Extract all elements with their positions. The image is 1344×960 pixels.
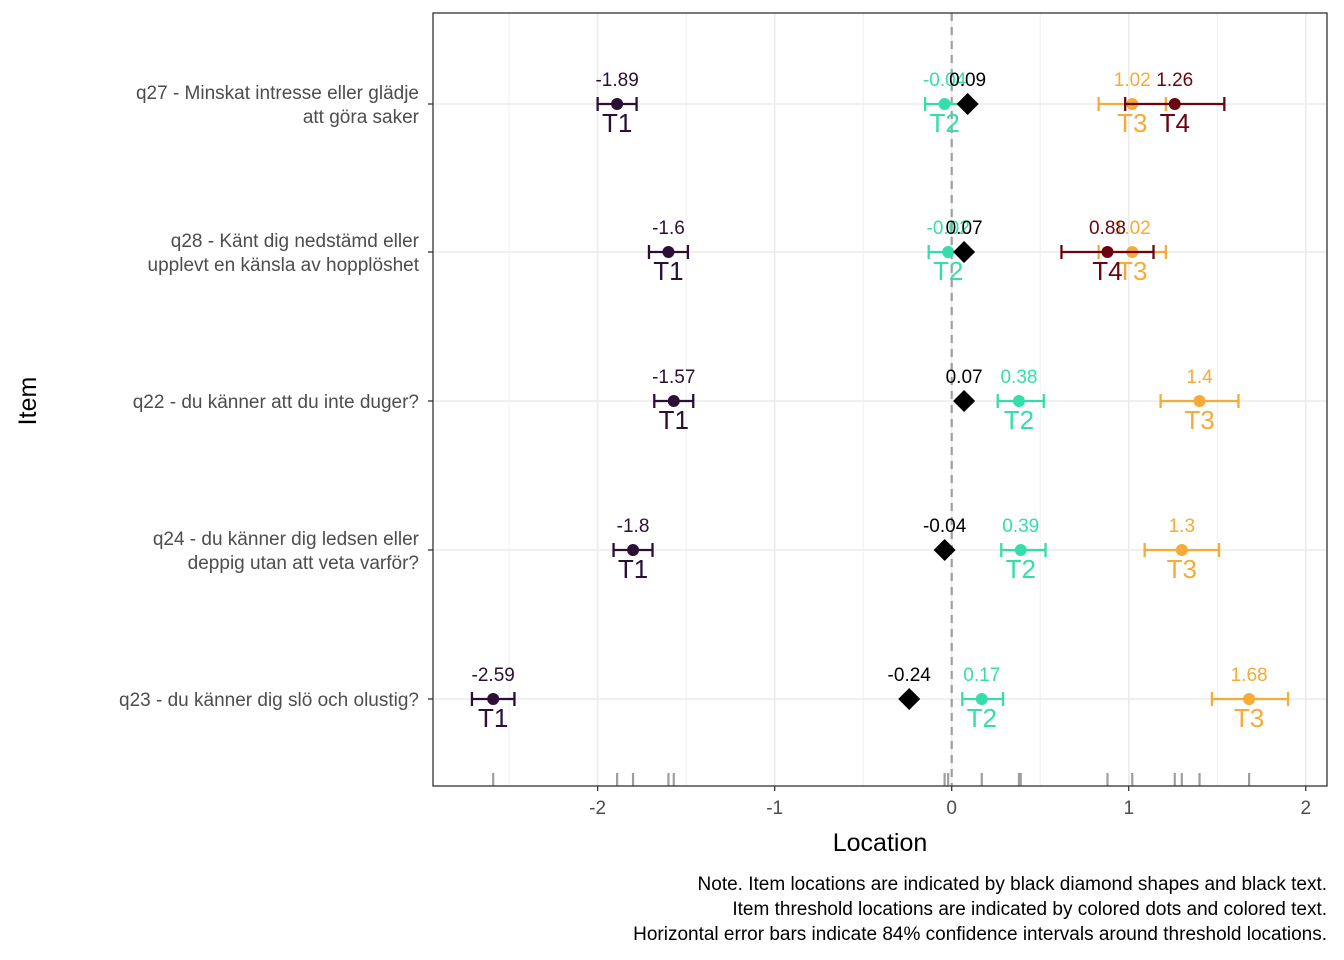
item-group: -1.8 T1 0.39 T2 1.3 T3 -0.04 (612, 516, 1221, 584)
threshold-point (1014, 544, 1027, 556)
grid-lines (433, 13, 1327, 786)
threshold-value-label: 1.68 (1231, 665, 1268, 686)
plot-panel-border (432, 12, 1328, 787)
threshold-name-label: T2 (967, 703, 997, 733)
y-tick-label: deppig utan att veta varför? (188, 553, 419, 574)
threshold-name-label: T2 (929, 108, 959, 138)
threshold-value-label: -0.02 (927, 218, 970, 239)
note-line-3: Horizontal error bars indicate 84% confi… (633, 924, 1327, 945)
threshold-value-label: -1.6 (652, 218, 685, 239)
threshold-point (611, 98, 624, 110)
threshold-point (942, 246, 955, 258)
threshold-value-label: 0.88 (1089, 218, 1126, 239)
item-location-label: 0.07 (946, 218, 983, 239)
y-tick-label: q23 - du känner dig slö och olustig? (119, 690, 419, 711)
y-tick-label: upplevt en känsla av hopplöshet (148, 255, 420, 276)
x-axis-title: Location (833, 829, 928, 857)
threshold-name-label: T2 (933, 256, 963, 286)
y-axis-title: Item (14, 377, 42, 426)
threshold-value-label: 0.39 (1002, 516, 1039, 537)
threshold-value-label: -1.8 (617, 516, 650, 537)
item-location-diamond (933, 539, 956, 561)
item-group: -1.57 T1 0.38 T2 1.4 T3 0.07 (652, 367, 1240, 435)
rug-marks (492, 773, 1251, 786)
x-tick-label: 2 (1300, 798, 1311, 819)
note-line-2: Item threshold locations are indicated b… (732, 899, 1327, 920)
threshold-value-label: -2.59 (472, 665, 515, 686)
note-line-1: Note. Item locations are indicated by bl… (698, 874, 1327, 895)
threshold-value-label: 0.17 (963, 665, 1000, 686)
threshold-name-label: T3 (1234, 703, 1264, 733)
threshold-name-label: T1 (618, 554, 648, 584)
threshold-name-label: T4 (1092, 256, 1122, 286)
threshold-name-label: T3 (1184, 405, 1214, 435)
item-location-diamond (953, 390, 976, 412)
threshold-value-label: 1.4 (1186, 367, 1213, 388)
item-group: -1.6 T1 -0.02 T2 1.02 T3 0.88 T4 0.07 (647, 218, 1168, 286)
y-tick-label: att göra saker (303, 107, 420, 128)
threshold-point (1175, 544, 1188, 556)
item-group: -2.59 T1 0.17 T2 1.68 T3 -0.24 (470, 665, 1290, 733)
threshold-point (975, 693, 988, 705)
x-tick-label: -1 (766, 798, 783, 819)
threshold-name-label: T3 (1117, 256, 1147, 286)
threshold-value-label: 0.38 (1000, 367, 1037, 388)
threshold-value-label: -1.57 (652, 367, 695, 388)
threshold-point (667, 395, 680, 407)
item-location-diamond (898, 688, 921, 710)
threshold-point (627, 544, 640, 556)
threshold-point (1193, 395, 1206, 407)
y-tick-label: q24 - du känner dig ledsen eller (153, 529, 420, 550)
threshold-point (1012, 395, 1025, 407)
x-tick-label: 1 (1123, 798, 1134, 819)
item-location-label: -0.04 (923, 516, 967, 537)
x-tick-label: 0 (946, 798, 957, 819)
y-tick-label: q28 - Känt dig nedstämd eller (171, 231, 420, 252)
threshold-name-label: T3 (1117, 108, 1147, 138)
item-location-label: 0.07 (946, 367, 983, 388)
threshold-name-label: T3 (1167, 554, 1197, 584)
threshold-value-label: -0.04 (923, 70, 967, 91)
x-tick-label: -2 (589, 798, 606, 819)
y-tick-label: q22 - du känner att du inte duger? (133, 392, 419, 413)
threshold-value-label: 1.26 (1156, 70, 1193, 91)
threshold-name-label: T1 (478, 703, 508, 733)
item-location-label: 0.09 (949, 70, 986, 91)
y-tick-label: q27 - Minskat intresse eller glädje (136, 83, 419, 104)
threshold-name-label: T4 (1160, 108, 1190, 138)
threshold-point (662, 246, 675, 258)
threshold-value-label: 1.3 (1169, 516, 1195, 537)
threshold-point (487, 693, 500, 705)
note-text: Note. Item locations are indicated by bl… (633, 874, 1327, 945)
threshold-point (1243, 693, 1256, 705)
threshold-name-label: T1 (602, 108, 632, 138)
threshold-point (938, 98, 951, 110)
threshold-value-label: 1.02 (1114, 218, 1151, 239)
item-location-label: -0.24 (888, 665, 932, 686)
threshold-point (1168, 98, 1181, 110)
threshold-value-label: 1.02 (1114, 70, 1151, 91)
item-group: -1.89 T1 -0.04 T2 1.02 T3 1.26 T4 0.09 (595, 70, 1226, 138)
threshold-name-label: T2 (1004, 405, 1034, 435)
data-marks: -1.89 T1 -0.04 T2 1.02 T3 1.26 T4 0.09 -1.6 T1 -0.0… (470, 70, 1290, 733)
axes: -2 -1 0 1 2 q27 - Minskat intresse eller gläd… (119, 83, 1311, 819)
threshold-value-label: -1.89 (595, 70, 638, 91)
item-location-diamond (956, 93, 979, 115)
item-location-diamond (953, 241, 976, 263)
threshold-name-label: T1 (659, 405, 689, 435)
threshold-name-label: T2 (1006, 554, 1036, 584)
threshold-point (1101, 246, 1114, 258)
threshold-name-label: T1 (653, 256, 683, 286)
